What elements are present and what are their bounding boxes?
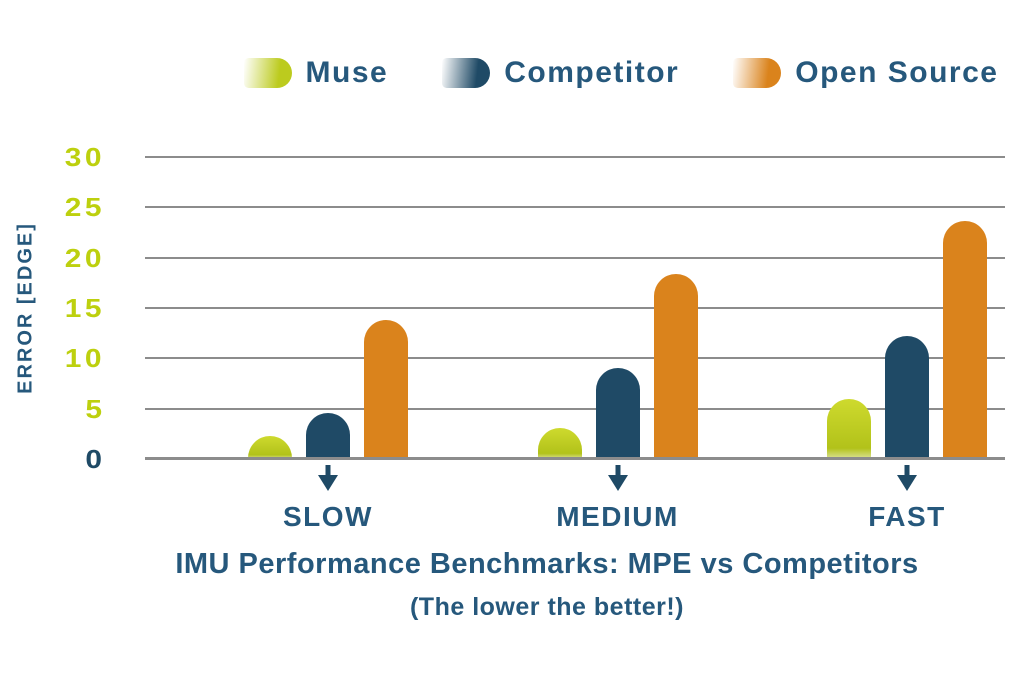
bar-group-fast: FAST [827, 157, 987, 532]
down-arrow-icon [318, 465, 338, 491]
legend-label-muse: Muse [305, 56, 389, 89]
legend-item-muse: Muse [243, 56, 389, 90]
category-label-slow: SLOW [283, 501, 373, 532]
bar-muse-fast [827, 398, 871, 459]
legend: Muse Competitor Open Source [0, 56, 1024, 90]
bar-competitor-medium [595, 368, 640, 459]
legend-label-open-source: Open Source [795, 56, 999, 89]
category-label-fast: FAST [868, 501, 946, 532]
y-axis-ticks: 0 5 10 15 20 25 30 [0, 144, 105, 472]
y-tick-label-30: 30 [64, 142, 105, 172]
gridline-25 [145, 206, 1005, 209]
bar-competitor-slow [306, 412, 350, 459]
bar-competitor-fast [885, 336, 929, 459]
gridline-15 [145, 307, 1005, 309]
bars-slow [248, 157, 408, 459]
down-arrow-icon [607, 465, 628, 491]
category-marker-slow: SLOW [248, 459, 408, 533]
chart-titles: IMU Performance Benchmarks: MPE vs Compe… [0, 548, 1024, 622]
y-tick-label-0: 0 [84, 444, 105, 474]
plot-area: SLOW MEDIUM FAST [145, 156, 1005, 532]
category-marker-medium: MEDIUM [538, 459, 698, 533]
chart-subtitle: (The lower the better!) [409, 593, 684, 621]
legend-label-competitor: Competitor [504, 56, 680, 89]
bars-medium [537, 157, 698, 459]
x-axis-baseline [145, 457, 1005, 460]
chart-title: IMU Performance Benchmarks: MPE vs Compe… [175, 548, 919, 580]
gridline-5 [145, 407, 1005, 410]
category-label-medium: MEDIUM [556, 501, 679, 532]
legend-swatch-open-source-icon [733, 58, 782, 88]
gridline-30 [145, 156, 1005, 158]
gridline-20 [145, 256, 1005, 259]
legend-swatch-competitor-icon [442, 58, 491, 88]
bar-muse-slow [248, 435, 292, 459]
bar-open-source-slow [364, 320, 408, 459]
bars-fast [827, 157, 987, 459]
y-tick-label-5: 5 [84, 393, 105, 424]
gridline-10 [145, 357, 1005, 360]
y-tick-label-25: 25 [64, 192, 105, 223]
down-arrow-icon [897, 465, 917, 491]
y-tick-label-20: 20 [64, 242, 105, 273]
legend-swatch-muse-icon [243, 58, 292, 88]
y-tick-label-15: 15 [64, 293, 105, 323]
bar-groups: SLOW MEDIUM FAST [145, 157, 1005, 532]
bar-muse-medium [537, 427, 582, 459]
category-marker-fast: FAST [827, 459, 987, 533]
bar-open-source-medium [653, 273, 698, 459]
bar-group-medium: MEDIUM [537, 157, 698, 532]
legend-item-competitor: Competitor [442, 56, 679, 90]
bar-group-slow: SLOW [248, 157, 408, 532]
bar-open-source-fast [943, 221, 987, 459]
y-tick-label-10: 10 [64, 343, 105, 374]
legend-item-open-source: Open Source [733, 56, 998, 90]
